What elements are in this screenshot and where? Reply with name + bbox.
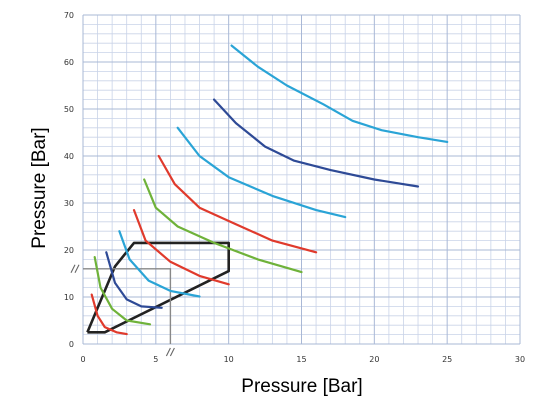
- series-lines: [90, 44, 449, 336]
- series-line-3: [105, 251, 163, 309]
- series-line-9: [213, 98, 420, 188]
- y-tick-label: 30: [64, 199, 74, 208]
- y-tick-label: 20: [64, 246, 74, 255]
- series-line-8: [176, 126, 347, 219]
- x-tick-label: 10: [224, 355, 234, 364]
- x-tick-label: 30: [515, 355, 525, 364]
- series-line-1: [90, 293, 128, 336]
- series-line-6: [143, 178, 303, 274]
- series-line-2: [93, 256, 152, 326]
- y-tick-labels: 0 10 20 30 40 50 60 70: [64, 11, 74, 349]
- x-axis-label: Pressure [Bar]: [241, 376, 362, 397]
- x-tick-label: 25: [442, 355, 452, 364]
- y-tick-label: 0: [69, 340, 74, 349]
- x-tick-labels: 0 5 10 15 20 25 30: [80, 355, 525, 364]
- axis-break-mark-y: [70, 264, 80, 274]
- series-line-7: [157, 154, 318, 254]
- x-tick-label: 20: [369, 355, 379, 364]
- x-tick-label: 15: [296, 355, 306, 364]
- series-line-5: [132, 209, 230, 286]
- y-axis-label: Pressure [Bar]: [29, 127, 50, 248]
- y-tick-label: 10: [64, 293, 74, 302]
- x-tick-label: 5: [153, 355, 158, 364]
- envelope-outline: [86, 241, 230, 334]
- axis-break-mark-x: [165, 347, 175, 357]
- y-tick-label: 60: [64, 58, 74, 67]
- x-tick-label: 0: [80, 355, 85, 364]
- series-line-4: [118, 230, 201, 298]
- y-tick-label: 70: [64, 11, 74, 20]
- series-line-10: [230, 44, 449, 143]
- y-tick-label: 50: [64, 105, 74, 114]
- y-tick-label: 40: [64, 152, 74, 161]
